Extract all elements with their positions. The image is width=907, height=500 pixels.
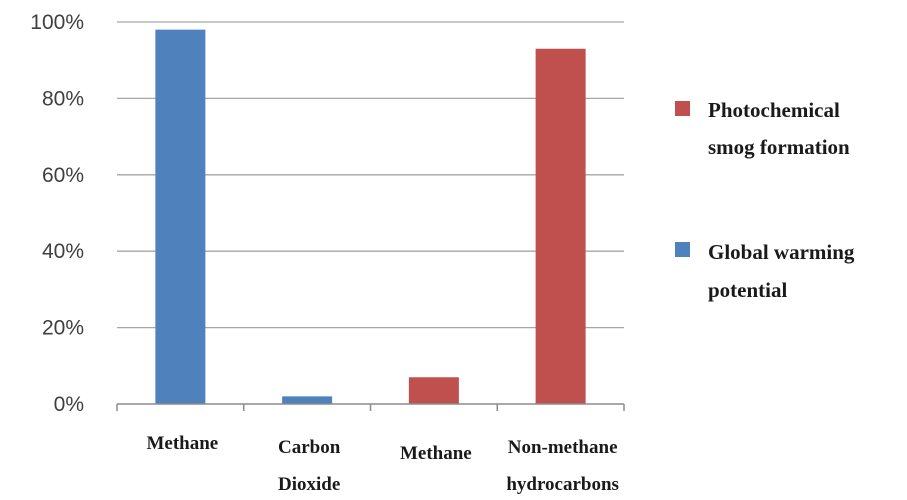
x-tick-label: Methane (146, 433, 218, 454)
legend-label: Global warming potential (708, 240, 855, 302)
x-tick-label: Methane (400, 443, 472, 464)
bar (282, 396, 333, 404)
y-tick-label: 40% (42, 240, 84, 263)
bar (408, 377, 459, 404)
legend-swatch (675, 242, 690, 257)
y-tick-label: 80% (42, 87, 84, 110)
y-axis-ticks: 0% 20% 40% 60% 80% 100% (30, 11, 84, 416)
x-axis-labels: Methane Carbon Dioxide Methane Non-methane hy… (146, 433, 618, 495)
x-axis (116, 403, 625, 411)
legend-swatch (675, 101, 690, 116)
bar (535, 48, 586, 405)
x-tick-label: Carbon Dioxide (278, 437, 341, 495)
x-tick-label: Non-methane hydrocarbons (506, 437, 619, 495)
bar (155, 29, 206, 404)
y-tick-label: 20% (42, 317, 84, 340)
y-tick-label: 100% (30, 11, 84, 34)
y-tick-label: 60% (42, 164, 84, 187)
bars (155, 29, 586, 405)
y-tick-label: 0% (54, 393, 84, 416)
legend: Photochemical smog formation Global warmin… (675, 98, 855, 302)
legend-label: Photochemical smog formation (708, 98, 850, 159)
